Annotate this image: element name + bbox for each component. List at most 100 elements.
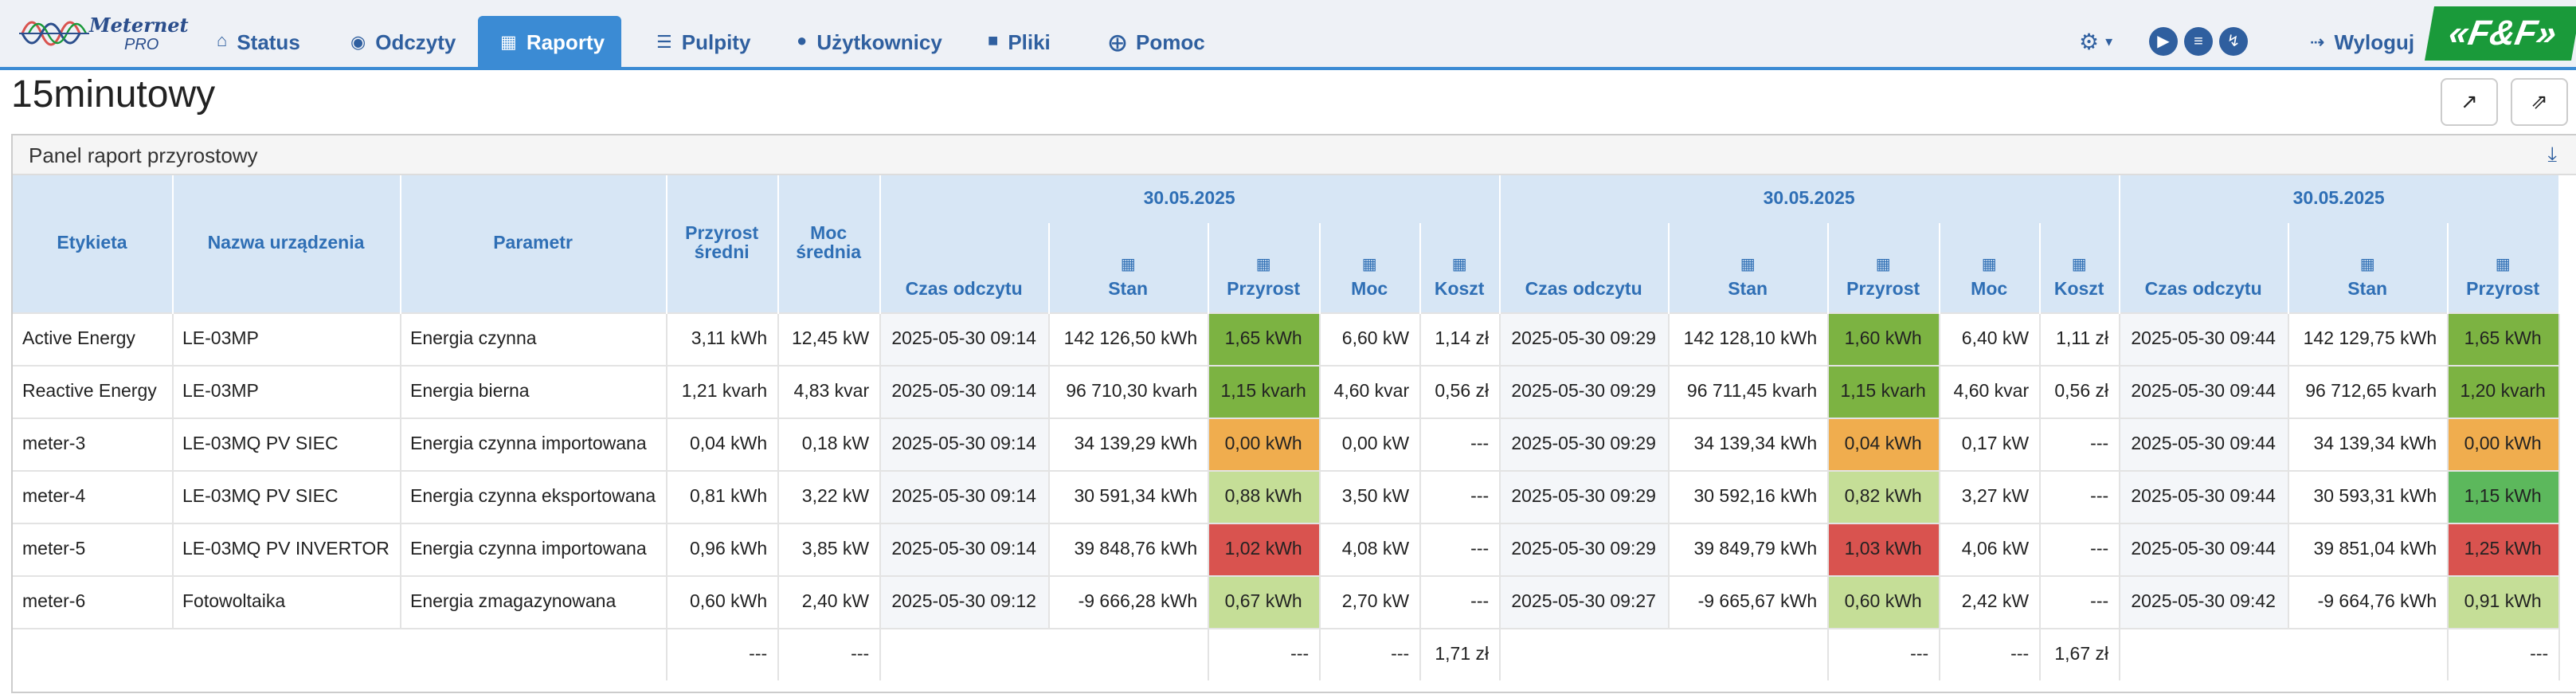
cell-parametr: Energia czynna eksportowana [400,470,667,523]
cell-nazwa: LE-03MQ PV INVERTOR [172,523,401,576]
nav-status[interactable]: ⌂ Status [194,16,323,67]
open-external-button[interactable]: ⇗ [2511,78,2568,126]
cell-koszt: 1,14 zł [1419,312,1501,366]
total-koszt: 1,67 zł [2039,628,2120,680]
gears-icon: ⚙ [2079,28,2100,53]
cell-koszt: 1,11 zł [2039,312,2120,366]
col-nazwa[interactable]: Nazwa urządzenia [172,175,401,313]
col-koszt-1[interactable]: ▦ Koszt [1419,223,1501,313]
cell-koszt: --- [1419,470,1501,523]
cell-przyrost: 1,02 kWh [1208,523,1321,576]
cell-moc: 3,27 kW [1939,470,2041,523]
cell-stan: 39 848,76 kWh [1048,523,1209,576]
user-icon: ● [797,32,808,51]
col-przyrost-2[interactable]: ▦ Przyrost [1827,223,1940,313]
plug-icon[interactable]: ↯ [2219,27,2248,56]
col-przyrost-sredni[interactable]: Przyrost średni [666,175,779,313]
col-przyrost-1[interactable]: ▦ Przyrost [1208,223,1321,313]
cell-przyrost-sredni: 0,04 kWh [666,418,779,471]
cell-stan: 30 592,16 kWh [1668,470,1829,523]
group-header-3: 30.05.2025 [2119,175,2560,223]
table-row: meter-4 LE-03MQ PV SIEC Energia czynna e… [13,470,2560,523]
col-parametr[interactable]: Parametr [400,175,667,313]
col-moc-srednia[interactable]: Moc średnia [777,175,881,313]
col-moc-2[interactable]: ▦ Moc [1939,223,2041,313]
col-przyrost-3[interactable]: ▦ Przyrost [2447,223,2560,313]
totals-label-cell [13,628,667,680]
settings-dropdown[interactable]: ⚙ ▾ [2079,16,2112,67]
col-czas-2[interactable]: Czas odczytu [1499,223,1670,313]
chart-icon[interactable]: ▦ [1981,257,1997,274]
logout-label: Wyloguj [2334,29,2415,53]
cell-czas: 2025-05-30 09:14 [879,418,1050,471]
cell-nazwa: LE-03MQ PV SIEC [172,418,401,471]
col-koszt-2-label: Koszt [2053,280,2104,300]
cell-moc-srednia: 2,40 kW [777,575,881,629]
col-moc-2-label: Moc [1971,280,2008,300]
cell-przyrost: 1,60 kWh [1827,312,1940,366]
fullscreen-button[interactable]: ↗ [2441,78,2498,126]
cell-moc-srednia: 3,85 kW [777,523,881,576]
expand-icon: ↗ [2461,89,2478,113]
cell-moc: 3,50 kW [1319,470,1421,523]
panel-title: Panel raport przyrostowy [29,143,258,167]
chart-icon[interactable]: ▦ [1255,257,1271,274]
page-title: 15minutowy [11,73,216,116]
cell-przyrost: 1,65 kWh [1208,312,1321,366]
chart-icon[interactable]: ▦ [1361,257,1377,274]
cell-stan: -9 666,28 kWh [1048,575,1209,629]
cell-moc-srednia: 12,45 kW [777,312,881,366]
nav-odczyty[interactable]: ◉ Odczyty [328,16,478,67]
nav-raporty[interactable]: ▦ Raporty [478,16,621,67]
cell-stan: 142 126,50 kWh [1048,312,1209,366]
logo-text-pro: PRO [124,37,159,54]
cell-stan: 96 712,65 kvarh [2288,365,2449,418]
cell-nazwa: LE-03MP [172,365,401,418]
col-moc-1[interactable]: ▦ Moc [1319,223,1421,313]
col-stan-1[interactable]: ▦ Stan [1048,223,1209,313]
chart-icon[interactable]: ▦ [2359,257,2375,274]
cell-czas: 2025-05-30 09:29 [1499,418,1670,471]
play-icon[interactable]: ▶ [2149,27,2178,56]
cell-etykieta: Active Energy [13,312,173,366]
cell-stan: 39 851,04 kWh [2288,523,2449,576]
cell-nazwa: Fotowoltaika [172,575,401,629]
cell-przyrost: 1,03 kWh [1827,523,1940,576]
total-przyrost: --- [1208,628,1321,680]
cell-koszt: --- [1419,523,1501,576]
chart-icon[interactable]: ▦ [1451,257,1467,274]
chart-icon[interactable]: ▦ [2071,257,2087,274]
download-icon[interactable]: ⤓ [2547,142,2558,166]
cell-koszt: --- [1419,575,1501,629]
nav-pulpity[interactable]: ☰ Pulpity [634,16,773,67]
cell-stan: 96 710,30 kvarh [1048,365,1209,418]
nav-uzytkownicy[interactable]: ● Użytkownicy [774,16,965,67]
report-table: Etykieta Nazwa urządzenia Parametr Przyr… [13,175,2560,680]
col-czas-1[interactable]: Czas odczytu [879,223,1050,313]
cell-moc: 0,17 kW [1939,418,2041,471]
totals-row: --- --- --- --- 1,71 zł --- --- 1,67 zł … [13,628,2560,680]
col-stan-2[interactable]: ▦ Stan [1668,223,1829,313]
nav-pomoc[interactable]: ⨁ Pomoc [1086,16,1227,67]
col-czas-3[interactable]: Czas odczytu [2119,223,2289,313]
cell-etykieta: meter-5 [13,523,173,576]
chart-icon[interactable]: ▦ [1740,257,1756,274]
meternet-logo[interactable]: Meternet PRO [19,8,189,59]
col-etykieta[interactable]: Etykieta [13,175,173,313]
cell-stan: 34 139,34 kWh [1668,418,1829,471]
cell-moc: 6,40 kW [1939,312,2041,366]
logo-text-meternet: Meternet [89,14,189,37]
cell-parametr: Energia bierna [400,365,667,418]
col-stan-3[interactable]: ▦ Stan [2288,223,2449,313]
col-koszt-2[interactable]: ▦ Koszt [2039,223,2120,313]
cell-czas: 2025-05-30 09:44 [2119,418,2289,471]
chart-icon[interactable]: ▦ [1120,257,1136,274]
cell-przyrost: 1,65 kWh [2447,312,2560,366]
cell-przyrost: 0,00 kWh [1208,418,1321,471]
logout-button[interactable]: ⇢ Wyloguj [2288,16,2437,67]
chart-icon[interactable]: ▦ [1875,257,1891,274]
database-icon[interactable]: ≡ [2184,27,2213,56]
cell-przyrost: 1,15 kvarh [1827,365,1940,418]
chart-icon[interactable]: ▦ [2495,257,2511,274]
nav-pliki[interactable]: ■ Pliki [965,16,1073,67]
